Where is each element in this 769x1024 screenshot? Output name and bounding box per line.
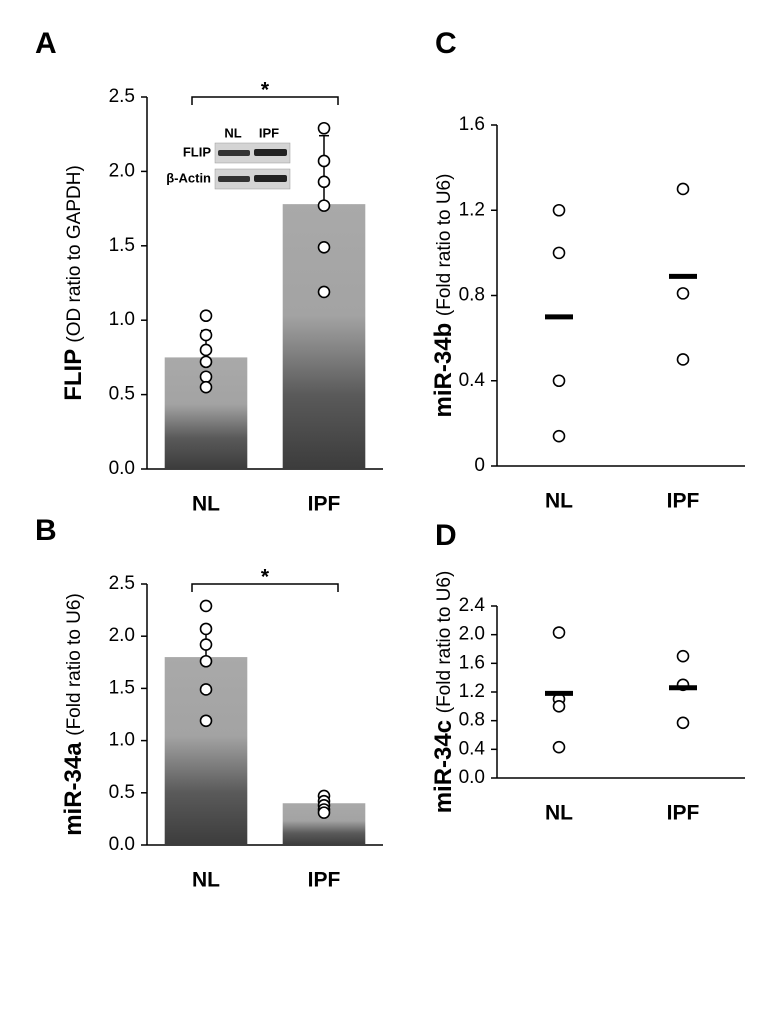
y-tick-label: 0.5 [109, 782, 135, 803]
x-tick-label: NL [192, 869, 220, 892]
x-tick-label: IPF [667, 802, 700, 825]
y-tick-label: 0.4 [459, 370, 486, 391]
significance-label: * [261, 566, 270, 589]
y-tick-label: 1.2 [459, 199, 485, 220]
inset-row-label: β-Actin [166, 170, 211, 185]
data-point [552, 429, 566, 443]
y-tick-label: 0.8 [459, 710, 485, 731]
x-tick-label: NL [545, 490, 573, 513]
blot-strip [214, 142, 291, 164]
panel-label: B [35, 514, 57, 547]
x-tick-label: NL [192, 493, 220, 516]
y-tick-label: 1.2 [459, 681, 485, 702]
data-point [199, 328, 213, 342]
data-point [317, 240, 331, 254]
data-point [676, 182, 690, 196]
data-point [199, 638, 213, 651]
y-tick-label: 2.0 [109, 625, 135, 646]
data-point [199, 683, 213, 696]
inset-column-label: NL [224, 125, 241, 140]
y-tick-label: 2.5 [109, 86, 135, 107]
y-axis-label-name: miR-34b [430, 323, 457, 418]
data-point [199, 380, 213, 394]
y-tick-label: 0.8 [459, 285, 485, 306]
y-tick-label: 0.0 [459, 767, 485, 788]
data-point [317, 285, 331, 299]
y-axis-label: miR-34b (Fold ratio to U6) [430, 174, 457, 418]
panel-label: A [35, 27, 57, 60]
data-point [676, 353, 690, 366]
data-point [199, 654, 213, 668]
x-tick-label: IPF [308, 869, 341, 892]
y-tick-label: 1.5 [109, 235, 135, 256]
data-point [317, 806, 331, 819]
panel-label: D [435, 519, 457, 552]
y-tick-label: 1.0 [109, 309, 135, 330]
data-point [199, 622, 213, 636]
y-axis-label-unit: (Fold ratio to U6) [64, 593, 85, 736]
y-tick-label: 1.6 [459, 652, 485, 673]
data-point [552, 203, 566, 217]
y-tick-label: 1.0 [109, 730, 135, 751]
y-axis-label-unit: (Fold ratio to U6) [434, 571, 455, 714]
western-blot-inset: NL IPF FLIP β-Actin [166, 125, 291, 190]
y-tick-label: 1.6 [459, 114, 485, 135]
y-axis-label-name: miR-34a [60, 742, 87, 836]
y-tick-label: 2.0 [109, 160, 135, 181]
y-tick-label: 0.5 [109, 384, 135, 405]
y-axis-label-name: miR-34c [430, 720, 457, 813]
y-axis-label-name: FLIP [60, 349, 87, 401]
data-point [552, 246, 566, 260]
y-axis-label-unit: (Fold ratio to U6) [434, 174, 455, 317]
data-point [317, 154, 331, 168]
y-tick-label: 2.0 [459, 624, 485, 645]
y-tick-label: 0.0 [109, 458, 135, 479]
x-tick-label: NL [545, 802, 573, 825]
significance-label: * [261, 79, 270, 102]
y-tick-label: 0.4 [459, 738, 486, 759]
panel-label: C [435, 27, 457, 60]
blot-band [218, 176, 250, 182]
blot-strip [214, 168, 291, 190]
data-point [676, 287, 690, 300]
data-point [676, 649, 690, 663]
x-tick-label: IPF [667, 490, 700, 513]
inset-row-label: FLIP [183, 144, 211, 159]
data-point [676, 716, 690, 730]
y-axis-label: FLIP (OD ratio to GAPDH) [60, 165, 87, 401]
data-point [199, 309, 213, 323]
significance-bracket [191, 583, 339, 592]
blot-band [254, 149, 287, 156]
y-axis-label: miR-34a (Fold ratio to U6) [60, 593, 87, 836]
y-tick-label: 1.5 [109, 677, 135, 698]
y-axis-label-unit: (OD ratio to GAPDH) [64, 165, 85, 342]
y-tick-label: 2.4 [459, 595, 486, 616]
blot-band [218, 150, 250, 156]
data-point [552, 700, 566, 713]
data-point [552, 626, 566, 639]
data-point [317, 121, 331, 135]
x-tick-label: IPF [308, 493, 341, 516]
blot-band [254, 175, 287, 182]
data-point [199, 355, 213, 369]
data-point [199, 343, 213, 357]
data-point [199, 370, 213, 384]
data-point [317, 175, 331, 189]
data-point [199, 714, 213, 728]
data-point [552, 374, 566, 388]
y-tick-label: 2.5 [109, 573, 135, 594]
y-tick-label: 0.0 [109, 834, 135, 855]
y-axis-label: miR-34c (Fold ratio to U6) [430, 571, 457, 814]
inset-column-label: IPF [259, 125, 279, 140]
data-point [552, 740, 566, 754]
significance-bracket [191, 96, 339, 105]
data-point [317, 199, 331, 212]
data-point [199, 599, 213, 613]
y-tick-label: 0 [474, 455, 485, 476]
